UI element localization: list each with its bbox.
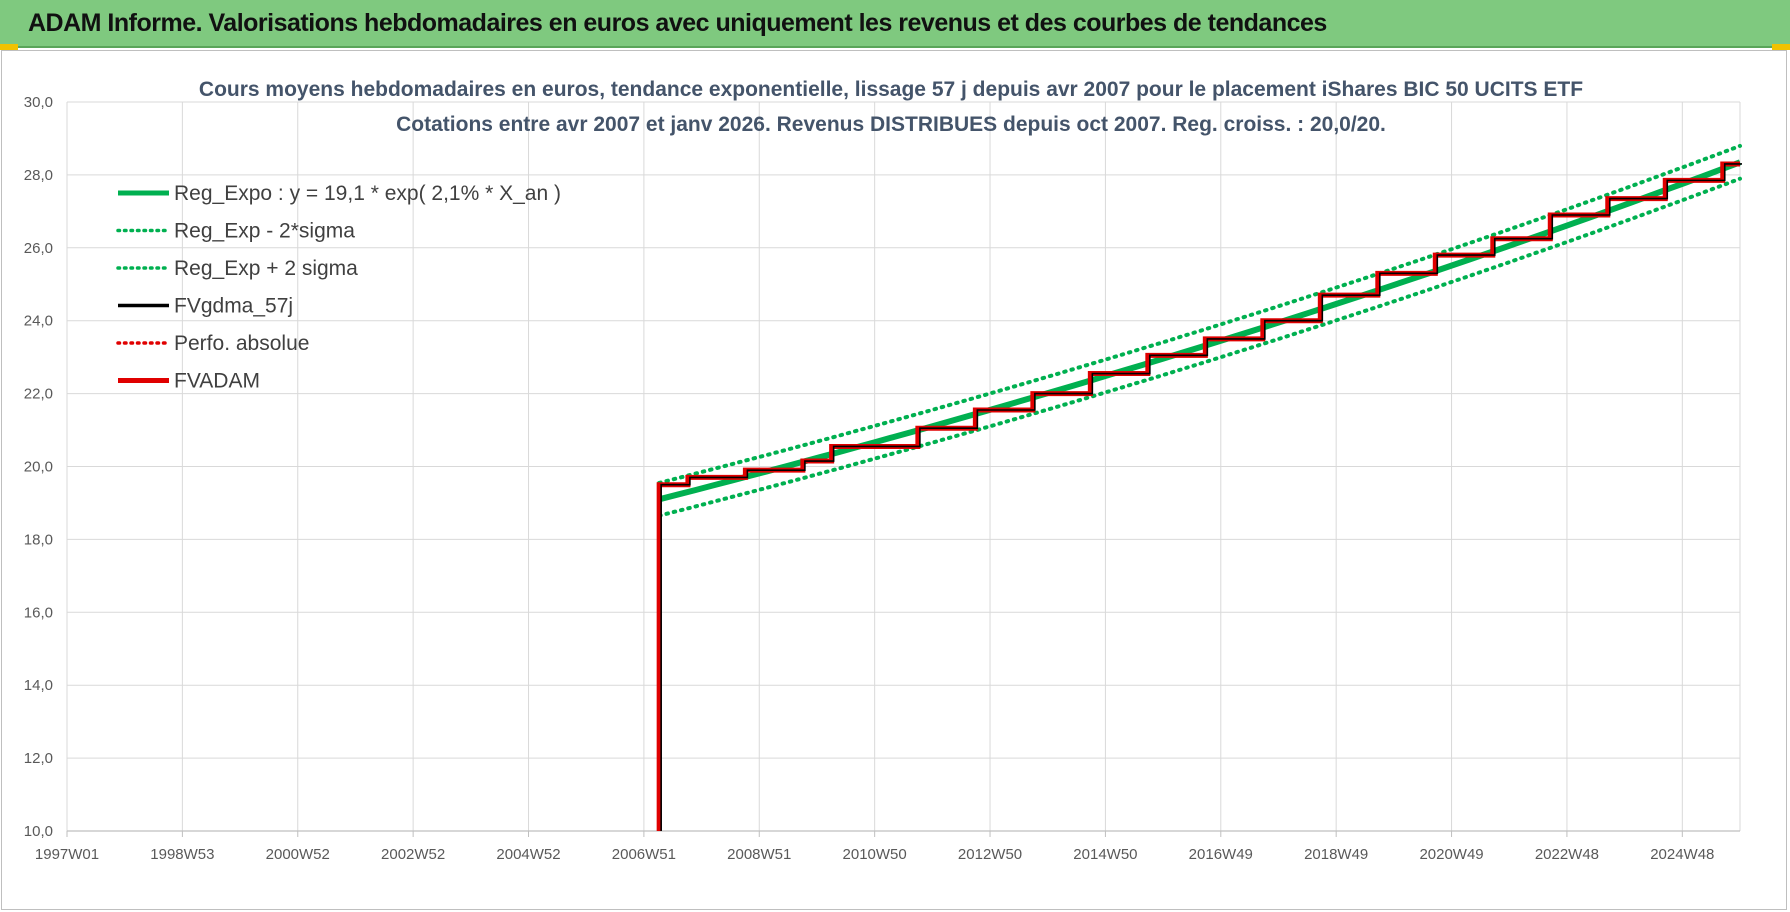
- report-banner: ADAM Informe. Valorisations hebdomadaire…: [0, 0, 1790, 48]
- corner-marker-right: [1772, 44, 1790, 50]
- y-tick-label: 14,0: [24, 677, 53, 694]
- legend-label: FVgdma_57j: [174, 295, 293, 318]
- fvgdma-57j-line: [660, 163, 1742, 831]
- x-tick-label: 1998W53: [150, 846, 214, 863]
- fvadam-line: [656, 161, 1740, 831]
- x-tick-label: 2012W50: [958, 846, 1022, 863]
- legend-label: Reg_Exp + 2 sigma: [174, 257, 358, 280]
- legend-label: FVADAM: [174, 370, 260, 393]
- x-tick-label: 2018W49: [1304, 846, 1368, 863]
- x-tick-label: 2014W50: [1073, 846, 1137, 863]
- report-title: ADAM Informe. Valorisations hebdomadaire…: [28, 9, 1327, 37]
- y-tick-label: 18,0: [24, 531, 53, 548]
- y-tick-label: 10,0: [24, 823, 53, 840]
- x-tick-label: 2004W52: [496, 846, 560, 863]
- grid-layer: [66, 101, 1741, 832]
- y-tick-label: 12,0: [24, 750, 53, 767]
- x-tick-label: 2000W52: [266, 846, 330, 863]
- corner-marker-left: [0, 44, 18, 50]
- legend-label: Reg_Expo : y = 19,1 * exp( 2,1% * X_an ): [174, 182, 561, 205]
- series-layer: [656, 143, 1742, 831]
- chart-subtitle: Cotations entre avr 2007 et janv 2026. R…: [396, 113, 1386, 136]
- chart-frame: [1, 50, 1787, 910]
- y-tick-label: 24,0: [24, 313, 53, 330]
- x-tick-label: 2016W49: [1189, 846, 1253, 863]
- reg-expo-line: [658, 159, 1742, 503]
- legend-label: Perfo. absolue: [174, 332, 309, 355]
- x-tick-label: 2010W50: [843, 846, 907, 863]
- legend-label: Reg_Exp - 2*sigma: [174, 220, 355, 243]
- legend: Reg_Expo : y = 19,1 * exp( 2,1% * X_an )…: [116, 182, 561, 393]
- y-tick-label: 22,0: [24, 386, 53, 403]
- x-tick-label: 1997W01: [35, 846, 99, 863]
- x-tick-label: 2008W51: [727, 846, 791, 863]
- reg-exp-minus-2sigma-line: [657, 176, 1742, 518]
- y-tick-label: 28,0: [24, 167, 53, 184]
- y-tick-label: 26,0: [24, 240, 53, 257]
- x-tick-label: 2022W48: [1535, 846, 1599, 863]
- x-tick-label: 2002W52: [381, 846, 445, 863]
- x-tick-label: 2024W48: [1650, 846, 1714, 863]
- x-tick-label: 2020W49: [1419, 846, 1483, 863]
- reg-exp-plus-2sigma-line: [657, 143, 1742, 485]
- x-tick-label: 2006W51: [612, 846, 676, 863]
- axis-layer: 10,0 12,0 14,0 16,0 18,0 20,0 22,0 24,0 26,0 28,0…: [24, 94, 1740, 863]
- y-tick-label: 16,0: [24, 604, 53, 621]
- y-tick-label: 20,0: [24, 459, 53, 476]
- chart-title: Cours moyens hebdomadaires en euros, ten…: [199, 78, 1583, 101]
- y-tick-label: 30,0: [24, 94, 53, 111]
